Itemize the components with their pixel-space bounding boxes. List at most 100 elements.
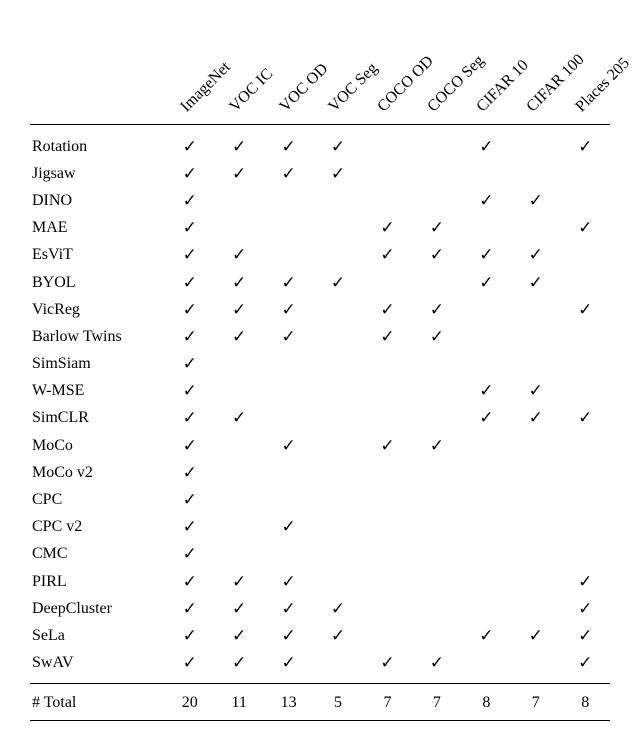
cell: ✓ [165, 327, 214, 347]
column-header-label: Places 205 [572, 55, 633, 116]
cell: ✓ [511, 626, 560, 646]
table-row: Barlow Twins✓✓✓✓✓ [30, 323, 610, 350]
cell [462, 517, 511, 537]
cell [363, 544, 412, 564]
cell: ✓ [313, 137, 362, 157]
cell [412, 408, 461, 428]
row-label: CPC [30, 491, 165, 509]
table-row: MoCo v2✓ [30, 459, 610, 486]
cell [363, 463, 412, 483]
row-label: DINO [30, 192, 165, 210]
cell [462, 436, 511, 456]
cell [313, 218, 362, 238]
cell: ✓ [462, 273, 511, 293]
total-cell: 20 [165, 694, 214, 712]
row-label: SimSiam [30, 355, 165, 373]
cell: ✓ [214, 245, 263, 265]
cell [313, 191, 362, 211]
cell [511, 327, 560, 347]
cell [462, 544, 511, 564]
cell [561, 517, 610, 537]
row-label: Barlow Twins [30, 328, 165, 346]
row-label: BYOL [30, 274, 165, 292]
cell: ✓ [313, 273, 362, 293]
total-cell: 7 [412, 694, 461, 712]
row-cells: ✓✓✓✓✓✓ [165, 300, 610, 320]
table-row: VicReg✓✓✓✓✓✓ [30, 296, 610, 323]
cell [363, 517, 412, 537]
cell [412, 137, 461, 157]
cell [363, 381, 412, 401]
cell: ✓ [214, 273, 263, 293]
cell [561, 191, 610, 211]
cell [561, 544, 610, 564]
table-row: SwAV✓✓✓✓✓✓ [30, 650, 610, 677]
total-cell: 8 [462, 694, 511, 712]
cell: ✓ [412, 300, 461, 320]
cell [412, 164, 461, 184]
cell [412, 273, 461, 293]
cell [511, 490, 560, 510]
cell [264, 218, 313, 238]
cell [313, 327, 362, 347]
cell [412, 626, 461, 646]
cell: ✓ [412, 653, 461, 673]
cell [214, 544, 263, 564]
cell: ✓ [165, 544, 214, 564]
cell [511, 463, 560, 483]
cell: ✓ [561, 653, 610, 673]
cell [313, 436, 362, 456]
table-row: DINO✓✓✓ [30, 187, 610, 214]
cell: ✓ [511, 191, 560, 211]
cell [214, 381, 263, 401]
cell: ✓ [313, 164, 362, 184]
row-cells: ✓ [165, 544, 610, 564]
cell: ✓ [561, 408, 610, 428]
cell [363, 164, 412, 184]
cell [363, 599, 412, 619]
row-label: MAE [30, 219, 165, 237]
cell: ✓ [165, 354, 214, 374]
cell [462, 572, 511, 592]
cell: ✓ [264, 436, 313, 456]
total-cell: 7 [363, 694, 412, 712]
cell: ✓ [511, 408, 560, 428]
cell [313, 490, 362, 510]
row-cells: ✓✓✓✓✓✓✓ [165, 626, 610, 646]
cell [264, 490, 313, 510]
cell: ✓ [214, 572, 263, 592]
cell: ✓ [363, 300, 412, 320]
cell [462, 653, 511, 673]
row-label: VicReg [30, 301, 165, 319]
row-cells: ✓✓✓✓✓✓ [165, 273, 610, 293]
cell [214, 191, 263, 211]
total-cell: 8 [561, 694, 610, 712]
benchmark-table: ImageNetVOC ICVOC ODVOC SegCOCO ODCOCO S… [30, 20, 610, 721]
cell: ✓ [214, 164, 263, 184]
cell [511, 653, 560, 673]
cell [214, 463, 263, 483]
cell: ✓ [511, 273, 560, 293]
cell [511, 517, 560, 537]
cell: ✓ [412, 436, 461, 456]
cell [363, 490, 412, 510]
row-cells: ✓✓✓✓ [165, 572, 610, 592]
cell [462, 463, 511, 483]
cell: ✓ [412, 218, 461, 238]
table-body: Rotation✓✓✓✓✓✓Jigsaw✓✓✓✓DINO✓✓✓MAE✓✓✓✓Es… [30, 125, 610, 684]
cell: ✓ [165, 572, 214, 592]
cell [363, 137, 412, 157]
cell [313, 245, 362, 265]
table-row: CMC✓ [30, 541, 610, 568]
cell: ✓ [165, 626, 214, 646]
row-label: CPC v2 [30, 518, 165, 536]
cell [561, 490, 610, 510]
row-label: DeepCluster [30, 600, 165, 618]
column-header: VOC IC [214, 20, 263, 124]
cell [313, 354, 362, 374]
cell: ✓ [363, 653, 412, 673]
cell: ✓ [214, 137, 263, 157]
cell [412, 191, 461, 211]
cell [214, 517, 263, 537]
cell: ✓ [165, 381, 214, 401]
